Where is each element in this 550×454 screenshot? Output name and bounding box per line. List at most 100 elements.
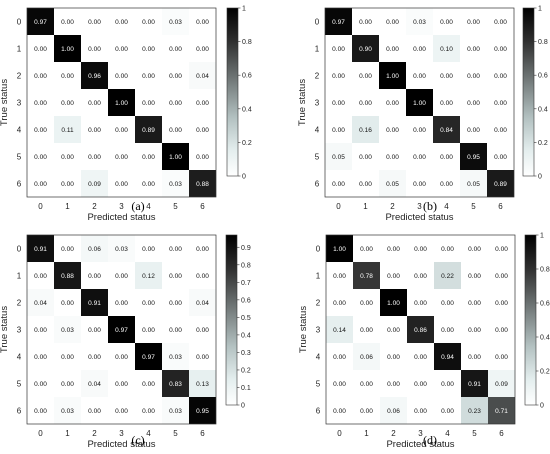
x-tick-label: 4: [444, 202, 449, 211]
heatmap-cell: [461, 343, 488, 370]
cell-value-label: 0.00: [414, 300, 427, 307]
heatmap-cell: [460, 116, 487, 143]
y-tick-label: 2: [315, 72, 320, 81]
colorbar-tick-label: 0.6: [242, 73, 252, 80]
cell-value-label: 0.95: [196, 408, 209, 415]
cell-value-label: 0.00: [88, 408, 101, 415]
heatmap-cell: [54, 116, 81, 143]
cell-value-label: 0.00: [467, 127, 480, 134]
cell-value-label: 0.00: [169, 327, 182, 334]
heatmap-cell: [54, 370, 81, 397]
cell-value-label: 0.00: [142, 46, 155, 53]
cell-value-label: 0.00: [142, 100, 155, 107]
cell-value-label: 0.00: [440, 19, 453, 26]
heatmap-cell: [433, 143, 460, 170]
cell-value-label: 0.00: [169, 127, 182, 134]
cell-value-label: 0.00: [115, 127, 128, 134]
cell-value-label: 0.00: [333, 273, 346, 280]
heatmap-cell: [81, 62, 108, 89]
heatmap-cell: [135, 143, 162, 170]
heatmap-cell: [406, 62, 433, 89]
heatmap-cell: [380, 235, 407, 262]
heatmap-cell: [379, 170, 406, 197]
cell-value-label: 0.00: [34, 127, 47, 134]
plot-frame: [26, 234, 217, 425]
heatmap-cell: [54, 62, 81, 89]
cell-value-label: 0.00: [34, 381, 47, 388]
heatmap-cell: [488, 289, 515, 316]
cell-value-label: 0.00: [494, 73, 507, 80]
cell-value-label: 0.00: [115, 408, 128, 415]
cell-value-label: 0.00: [360, 246, 373, 253]
x-tick-label: 6: [200, 429, 205, 438]
heatmap-cell: [407, 397, 434, 424]
heatmap-cell: [27, 143, 54, 170]
heatmap-cell: [54, 143, 81, 170]
heatmap-cell: [135, 289, 162, 316]
x-tick-label: 3: [418, 429, 423, 438]
heatmap-cell: [108, 116, 135, 143]
cell-value-label: 0.00: [88, 127, 101, 134]
cell-value-label: 0.00: [494, 100, 507, 107]
cell-value-label: 0.00: [440, 100, 453, 107]
cell-value-label: 0.00: [494, 154, 507, 161]
x-tick-label: 5: [472, 429, 477, 438]
cell-value-label: 0.05: [386, 181, 399, 188]
cell-value-label: 0.00: [360, 327, 373, 334]
cell-value-label: 0.00: [441, 300, 454, 307]
x-tick-label: 5: [173, 429, 178, 438]
heatmap-cell: [27, 235, 54, 262]
heatmap-cell: [406, 35, 433, 62]
heatmap-cell: [406, 170, 433, 197]
y-tick-label: 0: [315, 18, 320, 27]
colorbar-tick-label: 0.4: [540, 335, 550, 342]
cell-value-label: 0.03: [169, 181, 182, 188]
cell-value-label: 0.09: [88, 181, 101, 188]
cell-value-label: 0.00: [88, 46, 101, 53]
cell-value-label: 1.00: [169, 154, 182, 161]
cell-value-label: 0.97: [34, 19, 47, 26]
heatmap-cell: [460, 8, 487, 35]
x-tick-label: 2: [92, 202, 97, 211]
cell-value-label: 0.00: [387, 246, 400, 253]
y-tick-label: 3: [315, 99, 320, 108]
heatmap-cell: [27, 397, 54, 424]
colorbar: [226, 7, 239, 177]
x-tick-label: 6: [498, 202, 503, 211]
heatmap-cell: [488, 262, 515, 289]
cell-value-label: 0.16: [359, 127, 372, 134]
cell-value-label: 0.00: [196, 327, 209, 334]
cell-value-label: 0.00: [333, 354, 346, 361]
colorbar-tick-label: 0.8: [538, 39, 548, 46]
cell-value-label: 0.00: [386, 100, 399, 107]
heatmap-cell: [380, 289, 407, 316]
cell-value-label: 0.00: [468, 300, 481, 307]
heatmap-cell: [325, 143, 352, 170]
heatmap-cell: [54, 397, 81, 424]
y-tick-label: 5: [316, 380, 321, 389]
heatmap-cell: [434, 316, 461, 343]
plot-frame: [325, 234, 516, 425]
cell-value-label: 0.00: [169, 46, 182, 53]
confusion-matrix-panel-2: 0.97 0.00 0.00 0.03 0.00 0.00 0.00 0.00 0.90 0.00…: [297, 6, 548, 224]
cell-value-label: 0.00: [34, 327, 47, 334]
heatmap-cell: [380, 262, 407, 289]
cell-value-label: 0.00: [387, 273, 400, 280]
heatmap-cell: [461, 316, 488, 343]
heatmap-cell: [189, 262, 216, 289]
colorbar-tick-label: 0: [241, 403, 245, 410]
heatmap-cell: [488, 343, 515, 370]
heatmap-cell: [326, 397, 353, 424]
cell-value-label: 0.78: [360, 273, 373, 280]
colorbar-tick-label: 1: [538, 6, 542, 13]
heatmap-cell: [27, 289, 54, 316]
x-tick-label: 5: [173, 202, 178, 211]
heatmap-cell: [54, 235, 81, 262]
cell-value-label: 1.00: [386, 73, 399, 80]
cell-value-label: 0.00: [115, 381, 128, 388]
cell-value-label: 0.00: [359, 100, 372, 107]
cell-value-label: 0.00: [468, 354, 481, 361]
heatmap-cell: [460, 170, 487, 197]
heatmap-cell: [108, 316, 135, 343]
